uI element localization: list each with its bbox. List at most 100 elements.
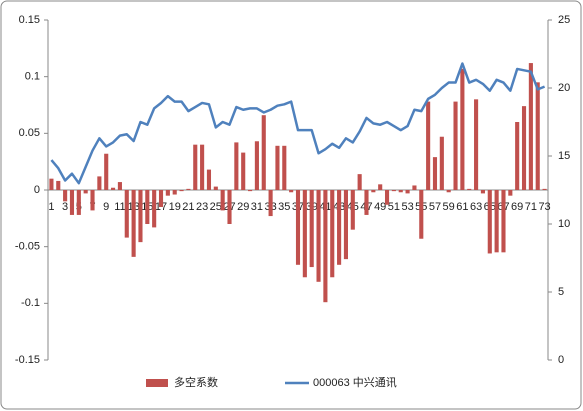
line (50, 62, 546, 185)
legend-swatch (146, 379, 168, 387)
x-tick-label: 11 (114, 201, 125, 213)
bar (350, 190, 355, 230)
bar (323, 190, 328, 303)
y2-tick-label: 10 (558, 218, 570, 230)
bar (241, 152, 246, 190)
bar (309, 190, 314, 268)
bar (453, 101, 458, 190)
y-tick-label: -0.05 (15, 241, 40, 253)
bar (467, 188, 472, 190)
x-tick-label: 3 (62, 201, 68, 213)
bar (426, 101, 431, 190)
x-tick-label: 25 (210, 201, 222, 213)
bar (76, 190, 81, 215)
bar (289, 190, 294, 193)
y2-tick-label: 5 (558, 286, 564, 298)
x-tick-label: 23 (196, 201, 208, 213)
bar (111, 187, 116, 190)
bar (357, 174, 362, 190)
bar (63, 190, 68, 202)
bar (56, 180, 61, 190)
bar (364, 190, 369, 215)
bar (69, 190, 75, 215)
bar (172, 190, 177, 195)
x-tick-label: 53 (401, 201, 413, 213)
x-tick-label: 61 (456, 201, 468, 213)
bar (378, 184, 383, 190)
x-tick-label: 71 (525, 201, 537, 213)
bar (104, 153, 109, 190)
bar (282, 145, 287, 190)
bar (117, 182, 122, 190)
x-tick-label: 49 (374, 201, 386, 213)
y-tick-label: 0.1 (25, 71, 40, 83)
legend-label: 000063 中兴通讯 (313, 376, 397, 389)
x-tick-label: 9 (103, 201, 109, 213)
bar (446, 190, 451, 193)
bar (234, 142, 239, 190)
bar (200, 144, 205, 190)
bar (521, 106, 527, 190)
bar (494, 190, 499, 253)
y2-tick-label: 25 (558, 14, 570, 26)
bar (302, 190, 307, 278)
bar (412, 185, 417, 190)
bar (165, 190, 170, 196)
bar (193, 144, 198, 190)
bar (439, 136, 444, 190)
x-tick-label: 57 (429, 201, 441, 213)
y-tick-label: 0.05 (19, 127, 40, 139)
bar (152, 190, 157, 228)
bar (158, 190, 164, 207)
bar (460, 68, 465, 190)
bar (542, 188, 547, 190)
bar (254, 141, 259, 190)
bar (419, 190, 424, 239)
bar (220, 190, 225, 211)
x-tick-label: 59 (443, 201, 455, 213)
y2-tick-label: 0 (558, 354, 564, 366)
x-tick-label: 51 (388, 201, 400, 213)
x-tick-label: 21 (182, 201, 194, 213)
bar (330, 190, 335, 278)
x-tick-label: 35 (278, 201, 290, 213)
bar (398, 190, 403, 193)
x-tick-label: 19 (169, 201, 181, 213)
bar (213, 186, 218, 190)
bar (371, 190, 376, 193)
bar (138, 190, 143, 243)
bar (487, 190, 492, 254)
bar (268, 190, 273, 217)
y2-tick-label: 20 (558, 82, 570, 94)
x-tick-label: 73 (538, 201, 550, 213)
y-tick-label: 0 (34, 184, 40, 196)
bar (405, 190, 410, 194)
bar (508, 190, 513, 196)
bar (515, 122, 520, 190)
bar (97, 176, 102, 190)
bar (474, 99, 479, 190)
bar (384, 190, 390, 205)
x-tick-label: 31 (251, 201, 263, 213)
bar (124, 190, 129, 238)
x-tick-label: 1 (48, 201, 54, 213)
bar (179, 190, 184, 192)
y-tick-label: -0.1 (21, 297, 40, 309)
y-tick-label: -0.15 (15, 354, 40, 366)
bar (501, 190, 506, 253)
y-tick-label: 0.15 (19, 14, 40, 26)
x-tick-label: 69 (511, 201, 523, 213)
bar (186, 188, 191, 190)
bar (295, 190, 301, 265)
y2-tick-label: 15 (558, 150, 570, 162)
bar (391, 190, 396, 192)
bar (432, 157, 438, 190)
x-tick-label: 63 (470, 201, 482, 213)
bar (535, 82, 540, 190)
bar (49, 178, 54, 190)
bar (316, 190, 321, 282)
bar (337, 190, 342, 265)
legend-label: 多空系数 (174, 375, 218, 389)
